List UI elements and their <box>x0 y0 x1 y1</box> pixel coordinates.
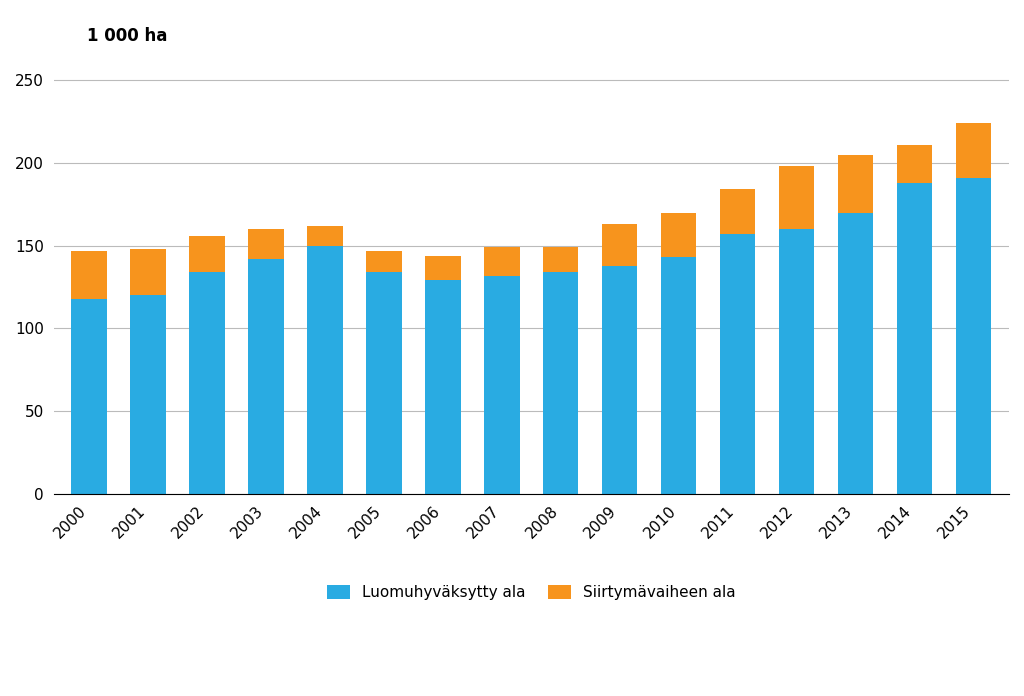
Bar <box>602 266 638 494</box>
Bar <box>367 251 401 272</box>
Bar <box>897 183 932 494</box>
Bar <box>838 213 873 494</box>
Bar <box>484 276 519 494</box>
Bar <box>189 272 224 494</box>
Bar <box>779 229 814 494</box>
Bar <box>897 145 932 183</box>
Bar <box>956 123 991 178</box>
Bar <box>130 295 166 494</box>
Bar <box>779 166 814 229</box>
Legend: Luomuhyväksytty ala, Siirtymävaiheen ala: Luomuhyväksytty ala, Siirtymävaiheen ala <box>321 579 742 606</box>
Bar <box>543 247 579 272</box>
Bar <box>956 178 991 494</box>
Bar <box>189 236 224 272</box>
Bar <box>425 280 461 494</box>
Bar <box>72 299 106 494</box>
Text: 1 000 ha: 1 000 ha <box>87 27 167 45</box>
Bar <box>662 213 696 258</box>
Bar <box>838 155 873 213</box>
Bar <box>543 272 579 494</box>
Bar <box>720 189 756 234</box>
Bar <box>248 229 284 259</box>
Bar <box>720 234 756 494</box>
Bar <box>602 224 638 266</box>
Bar <box>130 249 166 295</box>
Bar <box>307 226 343 246</box>
Bar <box>307 246 343 494</box>
Bar <box>484 247 519 276</box>
Bar <box>72 251 106 299</box>
Bar <box>425 255 461 280</box>
Bar <box>248 259 284 494</box>
Bar <box>662 258 696 494</box>
Bar <box>367 272 401 494</box>
